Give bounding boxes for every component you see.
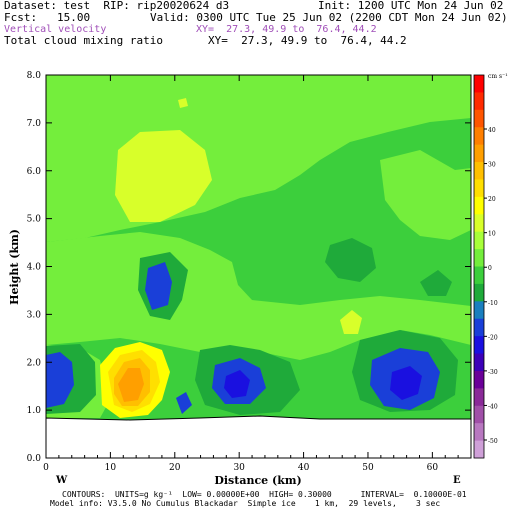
x-tick-label: 20 [169, 463, 181, 473]
y-tick-label: 5.0 [27, 215, 42, 225]
colorbar-swatch [474, 75, 484, 93]
indigo-core-right [390, 366, 422, 400]
east-label: E [453, 475, 461, 486]
colorbar-swatch [474, 109, 484, 128]
west-label: W [55, 475, 68, 486]
colorbar-label: -10 [488, 300, 498, 307]
x-tick-label: 60 [427, 463, 439, 473]
colorbar-swatch [474, 370, 484, 389]
colorbar-swatch [474, 388, 484, 407]
colorbar-swatch [474, 127, 484, 146]
mid-yellow-blob [340, 310, 362, 334]
dataset-label: Dataset: test RIP: rip20020624 d3 [4, 0, 230, 12]
x-axis: 0 10 20 30 40 50 60 [43, 75, 459, 473]
x-axis-label: Distance (km) [214, 474, 301, 487]
colorbar-label: 30 [488, 162, 496, 169]
y-tick-label: 1.0 [27, 406, 42, 416]
colorbar-swatch [474, 92, 484, 111]
x-tick-label: 0 [43, 463, 49, 473]
colorbar-label: 0 [488, 265, 492, 272]
colorbar-swatch [474, 162, 484, 180]
vertical-velocity-label: Vertical velocity [4, 24, 107, 35]
x-tick-label: 40 [298, 463, 310, 473]
terrain [45, 415, 472, 459]
colorbar: 40 30 20 10 0 -10 -20 -30 -40 -50 [473, 74, 498, 459]
colorbar-swatch [474, 266, 484, 285]
dark-green-patch-upper-right [420, 270, 452, 296]
colorbar-swatch [474, 423, 484, 442]
colorbar-swatch [474, 144, 484, 163]
colorbar-label: -20 [488, 334, 498, 341]
contours-info: CONTOURS: UNITS=g kg⁻¹ LOW= 0.00000E+00 … [62, 490, 467, 499]
colorbar-swatch [474, 249, 484, 267]
colorbar-label: 40 [488, 127, 496, 134]
colorbar-label: -50 [488, 438, 498, 445]
x-tick-label: 30 [233, 463, 245, 473]
colorbar-swatch [474, 283, 484, 302]
x-tick-label: 50 [362, 463, 374, 473]
dark-green-patch-right [325, 238, 376, 282]
y-tick-label: 2.0 [27, 358, 42, 368]
field-shading [46, 75, 471, 418]
vertical-velocity-xy: XY= 27.3, 49.9 to 76.4, 44.2 [196, 24, 377, 35]
blue-cell-small [176, 392, 192, 414]
colorbar-label: 10 [488, 231, 496, 238]
colorbar-label: -40 [488, 403, 498, 410]
y-tick-label: 8.0 [27, 71, 42, 81]
y-tick-label: 6.0 [27, 167, 42, 177]
colorbar-swatch [474, 214, 484, 233]
colorbar-swatch [474, 301, 484, 320]
colorbar-swatch [474, 179, 484, 198]
colorbar-swatch [474, 318, 484, 337]
cloud-mixing-xy: XY= 27.3, 49.9 to 76.4, 44.2 [208, 34, 407, 47]
y-tick-label: 0.0 [27, 454, 42, 464]
updraft-level-4 [118, 368, 144, 402]
colorbar-swatch [474, 405, 484, 424]
y-tick-label: 3.0 [27, 310, 42, 320]
colorbar-swatch [474, 336, 484, 355]
blue-cell-center-left [145, 262, 172, 310]
y-axis: 0.0 1.0 2.0 3.0 4.0 5.0 6.0 7.0 8.0 [27, 71, 471, 464]
cloud-mixing-label: Total cloud mixing ratio [4, 34, 163, 47]
colorbar-swatch [474, 440, 484, 459]
model-info: Model info: V3.5.0 No Cumulus Blackadar … [50, 499, 441, 508]
y-axis-label: Height (km) [8, 229, 21, 305]
colorbar-swatch [474, 353, 484, 372]
colorbar-swatch [474, 196, 484, 215]
colorbar-swatch [474, 231, 484, 250]
blue-cell-left [46, 352, 74, 408]
small-yellow-blob [178, 98, 188, 108]
forecast-label: Fcst: 15.00 [4, 11, 91, 24]
colorbar-units: cm s⁻¹ [488, 73, 508, 80]
valid-label: Valid: 0300 UTC Tue 25 Jun 02 (2200 CDT … [150, 11, 508, 24]
colorbar-label: 20 [488, 196, 496, 203]
light-green-region-right [380, 150, 471, 240]
init-label: Init: 1200 UTC Mon 24 Jun 02 [318, 0, 504, 12]
y-tick-label: 4.0 [27, 263, 42, 273]
y-tick-label: 7.0 [27, 119, 42, 129]
colorbar-label: -30 [488, 369, 498, 376]
indigo-core-center [224, 370, 250, 398]
x-tick-label: 10 [105, 463, 117, 473]
colorbar-frame [473, 74, 485, 459]
upper-yellow-blob [115, 130, 212, 222]
